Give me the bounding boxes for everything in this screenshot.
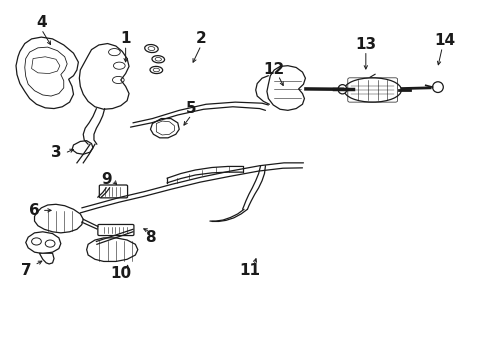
Text: 3: 3	[50, 145, 61, 159]
Text: 1: 1	[121, 31, 131, 46]
Ellipse shape	[150, 66, 163, 73]
Text: 5: 5	[186, 101, 196, 116]
Text: 14: 14	[434, 33, 455, 48]
FancyBboxPatch shape	[99, 185, 127, 198]
FancyBboxPatch shape	[98, 225, 134, 235]
Ellipse shape	[344, 78, 401, 102]
Text: 8: 8	[145, 230, 155, 245]
Text: 6: 6	[29, 203, 40, 218]
Polygon shape	[267, 66, 305, 111]
Text: 13: 13	[355, 37, 376, 52]
Ellipse shape	[433, 82, 443, 93]
Text: 9: 9	[101, 172, 111, 187]
Polygon shape	[150, 118, 179, 138]
Text: 12: 12	[264, 62, 285, 77]
Polygon shape	[31, 57, 60, 73]
Text: 4: 4	[36, 15, 47, 30]
Polygon shape	[26, 232, 61, 253]
Text: 10: 10	[110, 266, 131, 281]
Text: 11: 11	[240, 262, 260, 278]
Polygon shape	[39, 253, 54, 264]
Polygon shape	[79, 44, 129, 109]
Ellipse shape	[338, 85, 347, 94]
Polygon shape	[16, 37, 78, 109]
Ellipse shape	[152, 56, 165, 63]
Polygon shape	[87, 238, 138, 261]
Polygon shape	[34, 204, 83, 233]
Ellipse shape	[145, 45, 158, 53]
Text: 2: 2	[196, 31, 206, 46]
Polygon shape	[25, 47, 67, 96]
Text: 7: 7	[22, 262, 32, 278]
